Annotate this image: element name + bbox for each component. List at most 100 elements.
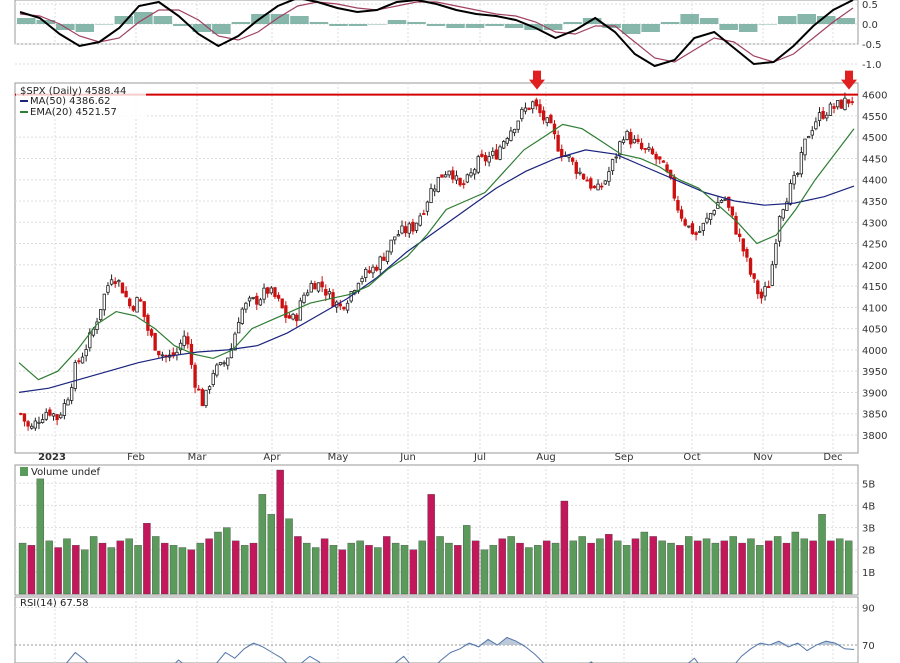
volume-bar-down	[738, 542, 746, 595]
candle-up	[345, 302, 350, 311]
candle-up	[360, 278, 364, 283]
candle-down	[48, 409, 52, 416]
candle-down	[342, 306, 346, 310]
volume-bar-down	[720, 540, 729, 595]
candle-down	[690, 223, 695, 235]
volume-bar-up	[800, 538, 808, 595]
macd-histogram-bar	[368, 24, 387, 25]
volume-bar-up	[640, 531, 649, 595]
ma50-legend: MA(50) 4386.62	[30, 96, 111, 107]
candle-up	[705, 217, 709, 223]
candle-down	[767, 286, 771, 289]
candle-up	[211, 372, 215, 385]
candle-up	[701, 222, 706, 231]
volume-bar-up	[844, 540, 853, 595]
candle-up	[614, 156, 618, 159]
candle-up	[436, 176, 440, 192]
candle-up	[40, 419, 45, 423]
macd-histogram-bar	[329, 24, 348, 26]
candle-down	[142, 301, 146, 317]
candle-down	[745, 248, 749, 258]
candle-up	[80, 356, 85, 364]
macd-histogram-bar	[153, 16, 173, 24]
volume-y-tick: 3B	[862, 524, 875, 535]
candle-up	[454, 175, 459, 181]
candle-down	[19, 413, 23, 415]
candle-up	[33, 420, 38, 429]
candle-up	[99, 309, 103, 321]
candle-down	[324, 289, 328, 296]
candle-up	[487, 156, 491, 163]
ma50-line	[18, 149, 855, 393]
candle-up	[302, 294, 306, 303]
volume-bar-up	[178, 547, 187, 595]
candle-down	[737, 233, 742, 238]
candle-down	[639, 142, 644, 150]
candle-up	[385, 250, 390, 262]
price-y-tick: 3900	[862, 388, 887, 399]
x-tick-label: Aug	[536, 452, 556, 463]
candle-down	[570, 157, 575, 162]
macd-histogram-bar	[621, 24, 641, 34]
candle-down	[585, 179, 589, 182]
candle-down	[382, 256, 386, 261]
volume-y-tick: 4B	[862, 501, 875, 512]
candle-up	[135, 297, 139, 313]
volume-bar-up	[418, 540, 426, 595]
candle-up	[425, 201, 430, 212]
candle-up	[476, 156, 480, 173]
candle-up	[291, 313, 295, 320]
candle-up	[298, 300, 303, 321]
price-y-tick: 4300	[862, 218, 887, 229]
candle-up	[30, 425, 34, 429]
macd-histogram-bar	[114, 16, 134, 24]
candle-down	[320, 281, 324, 288]
candle-up	[204, 389, 208, 407]
volume-bar-down	[320, 538, 329, 595]
candle-up	[788, 182, 793, 205]
candle-down	[846, 99, 851, 104]
candle-up	[607, 171, 611, 182]
volume-bar-up	[658, 540, 666, 595]
candle-up	[509, 130, 513, 141]
candle-up	[418, 215, 422, 226]
macd-histogram-bar	[836, 18, 856, 24]
candle-up	[774, 243, 778, 265]
candle-down	[149, 329, 154, 336]
volume-bar-up	[214, 531, 222, 595]
candle-up	[698, 230, 702, 233]
macd-histogram-bar	[699, 18, 719, 24]
candle-up	[610, 159, 615, 172]
macd-y-tick: 0.5	[862, 0, 878, 11]
candle-down	[273, 287, 277, 297]
volume-bar-down	[72, 545, 80, 595]
macd-histogram-bar	[816, 16, 836, 24]
candle-down	[483, 155, 488, 162]
candle-up	[785, 201, 789, 211]
x-tick-label: 2023	[38, 452, 66, 463]
macd-line	[19, 0, 854, 68]
candle-up	[621, 139, 626, 143]
candle-down	[600, 185, 604, 188]
candle-up	[472, 169, 477, 175]
volume-bar-down	[249, 542, 258, 595]
x-tick-label: May	[328, 452, 349, 463]
candle-down	[636, 138, 640, 143]
candle-up	[520, 108, 524, 120]
candle-up	[596, 183, 600, 191]
volume-bar-down	[649, 536, 657, 595]
rsi-panel	[14, 596, 859, 663]
volume-bar-up	[45, 540, 53, 595]
volume-bar-up	[436, 536, 444, 595]
candle-up	[73, 362, 77, 389]
candle-up	[803, 138, 807, 156]
candle-up	[814, 121, 818, 130]
candle-down	[650, 148, 655, 155]
red-down-arrow	[529, 70, 545, 90]
rsi-legend: RSI(14) 67.58	[20, 598, 89, 609]
macd-histogram-bar	[95, 24, 114, 25]
volume-bar-up	[614, 540, 622, 595]
volume-bar-down	[587, 542, 595, 595]
volume-bar-down	[560, 500, 569, 595]
candle-up	[625, 130, 629, 140]
